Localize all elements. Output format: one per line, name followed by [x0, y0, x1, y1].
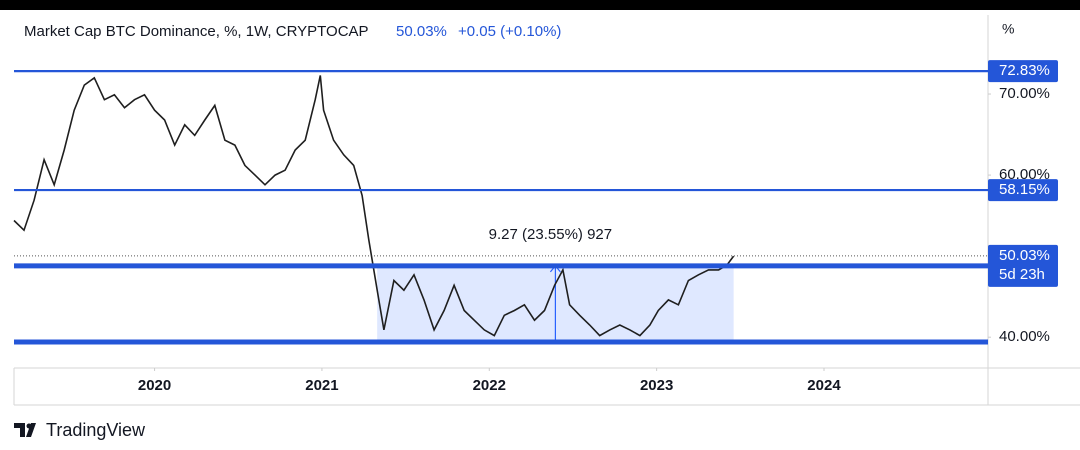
last-price-badge [988, 244, 1058, 287]
countdown-label: 5d 23h [999, 266, 1045, 283]
measure-label: 9.27 (23.55%) 927 [489, 226, 612, 243]
level-badge [988, 60, 1058, 83]
measure-label-bg [470, 217, 631, 250]
level-badge [988, 179, 1058, 202]
x-tick-label: 2024 [807, 377, 841, 394]
x-tick-label: 2020 [138, 377, 171, 394]
level-badge-label: 72.83% [999, 62, 1050, 79]
y-tick-label: 60.00% [999, 166, 1050, 183]
header-change: +0.05 (+0.10%) [458, 23, 561, 40]
status-bar [0, 0, 1080, 10]
brand-name: TradingView [46, 420, 146, 440]
header-price: 50.03% [396, 23, 447, 40]
x-tick-label: 2022 [473, 377, 506, 394]
y-axis-label: % [1002, 21, 1014, 37]
x-tick-label: 2021 [305, 377, 338, 394]
chart-title: Market Cap BTC Dominance, %, 1W, CRYPTOC… [24, 23, 369, 40]
brand-logo [14, 423, 36, 437]
level-badge-label: 58.15% [999, 181, 1050, 198]
last-price-label: 50.03% [999, 247, 1050, 264]
y-tick-label: 40.00% [999, 328, 1050, 345]
x-tick-label: 2023 [640, 377, 673, 394]
y-tick-label: 70.00% [999, 85, 1050, 102]
